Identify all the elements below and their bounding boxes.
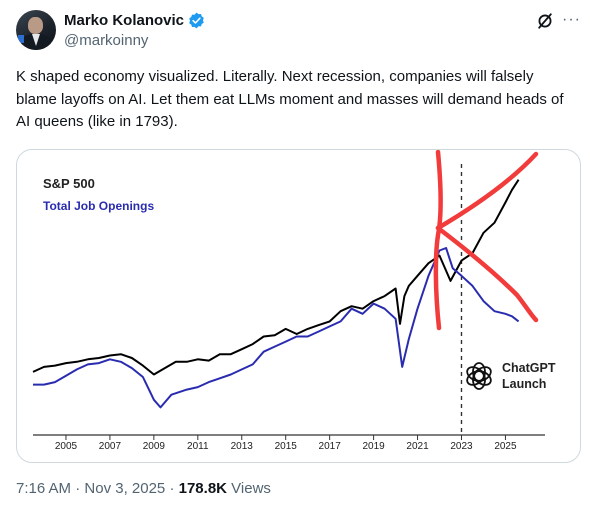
openai-logo-icon: [466, 362, 492, 390]
job-openings-line: [33, 247, 520, 409]
x-tick-label: 2023: [450, 441, 473, 452]
red-k-annotation: [433, 150, 539, 331]
chatgpt-logo: [466, 362, 492, 390]
meta-separator: ·: [75, 480, 81, 497]
k-stroke-lower: [435, 225, 539, 323]
views-label: Views: [231, 480, 271, 497]
x-tick-label: 2025: [494, 441, 517, 452]
chatgpt-label-line2: Launch: [502, 377, 546, 391]
more-icon[interactable]: ···: [562, 11, 581, 28]
tweet-meta: 7:16 AM · Nov 3, 2025 · 178.8K Views: [16, 480, 271, 497]
x-tick-label: 2015: [275, 441, 298, 452]
x-tick-label: 2021: [406, 441, 429, 452]
x-tick-label: 2017: [319, 441, 342, 452]
tweet-time[interactable]: 7:16 AM: [16, 480, 72, 497]
x-tick-label: 2011: [187, 441, 209, 452]
tweet-text: K shaped economy visualized. Literally. …: [16, 68, 564, 130]
author-name[interactable]: Marko Kolanovic: [64, 12, 185, 29]
avatar-flag: [18, 35, 24, 43]
sp500-line: [32, 179, 520, 376]
x-tick-label: 2013: [231, 441, 254, 452]
x-tick-label: 2009: [143, 441, 166, 452]
tweet-media[interactable]: S&P 500 Total Job Openings 2005 2007 2009 2…: [16, 149, 581, 463]
k-stroke-vertical: [433, 150, 443, 331]
legend-sp500: S&P 500: [43, 176, 95, 191]
avatar-face: [28, 17, 43, 34]
chatgpt-label-line1: ChatGPT: [502, 361, 556, 375]
author-handle[interactable]: @markoinny: [64, 32, 149, 49]
chart: S&P 500 Total Job Openings 2005 2007 2009 2…: [32, 150, 556, 452]
avatar-shirt: [32, 34, 40, 46]
legend-job-openings: Total Job Openings: [43, 199, 154, 213]
meta-separator: ·: [169, 480, 175, 497]
k-stroke-upper: [435, 151, 539, 231]
x-tick-label: 2007: [99, 441, 122, 452]
verified-badge-icon: [189, 12, 204, 29]
views-count: 178.8K: [178, 480, 227, 497]
x-tick-label: 2005: [55, 441, 78, 452]
grok-icon[interactable]: [536, 12, 554, 30]
avatar[interactable]: [16, 10, 56, 50]
x-tick-label: 2019: [362, 441, 385, 452]
tweet-date[interactable]: Nov 3, 2025: [84, 480, 166, 497]
